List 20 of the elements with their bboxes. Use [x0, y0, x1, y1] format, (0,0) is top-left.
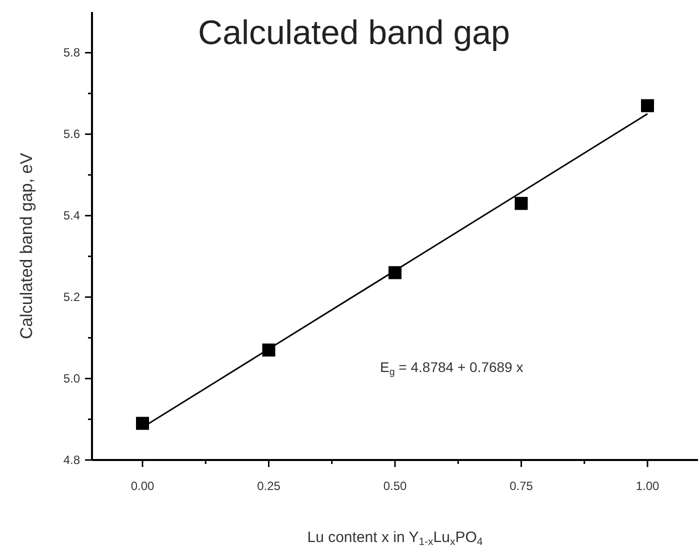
point [641, 99, 654, 112]
y-tick-label: 5.8 [63, 46, 80, 60]
y-tick-label: 4.8 [63, 453, 80, 467]
point [388, 266, 402, 280]
y-tick-label: 5.2 [63, 290, 80, 304]
x-tick-label: 0.75 [510, 479, 534, 493]
y-tick-label: 5.4 [63, 208, 80, 223]
y-tick-label: 5.0 [63, 372, 80, 386]
point [262, 344, 276, 357]
point [136, 416, 149, 430]
y-axis-title: Calculated band gap, eV [17, 152, 36, 340]
annotation: E$_{g}$ = 4.8784 + 0.7689 x [380, 359, 524, 378]
x-axis-title: Lu content x in Y$_{1-x}$Lu$_{x}$PO$_{4}$ [307, 529, 483, 548]
x-tick-label: 0.50 [383, 479, 407, 493]
chart-title: Calculated band gap [198, 14, 510, 52]
x-tick-label: 1.00 [636, 479, 660, 493]
point [514, 196, 528, 210]
x-tick-label: 0.00 [130, 479, 154, 493]
y-tick-label: 5.6 [63, 127, 80, 142]
x-tick-label: 0.25 [257, 479, 281, 493]
